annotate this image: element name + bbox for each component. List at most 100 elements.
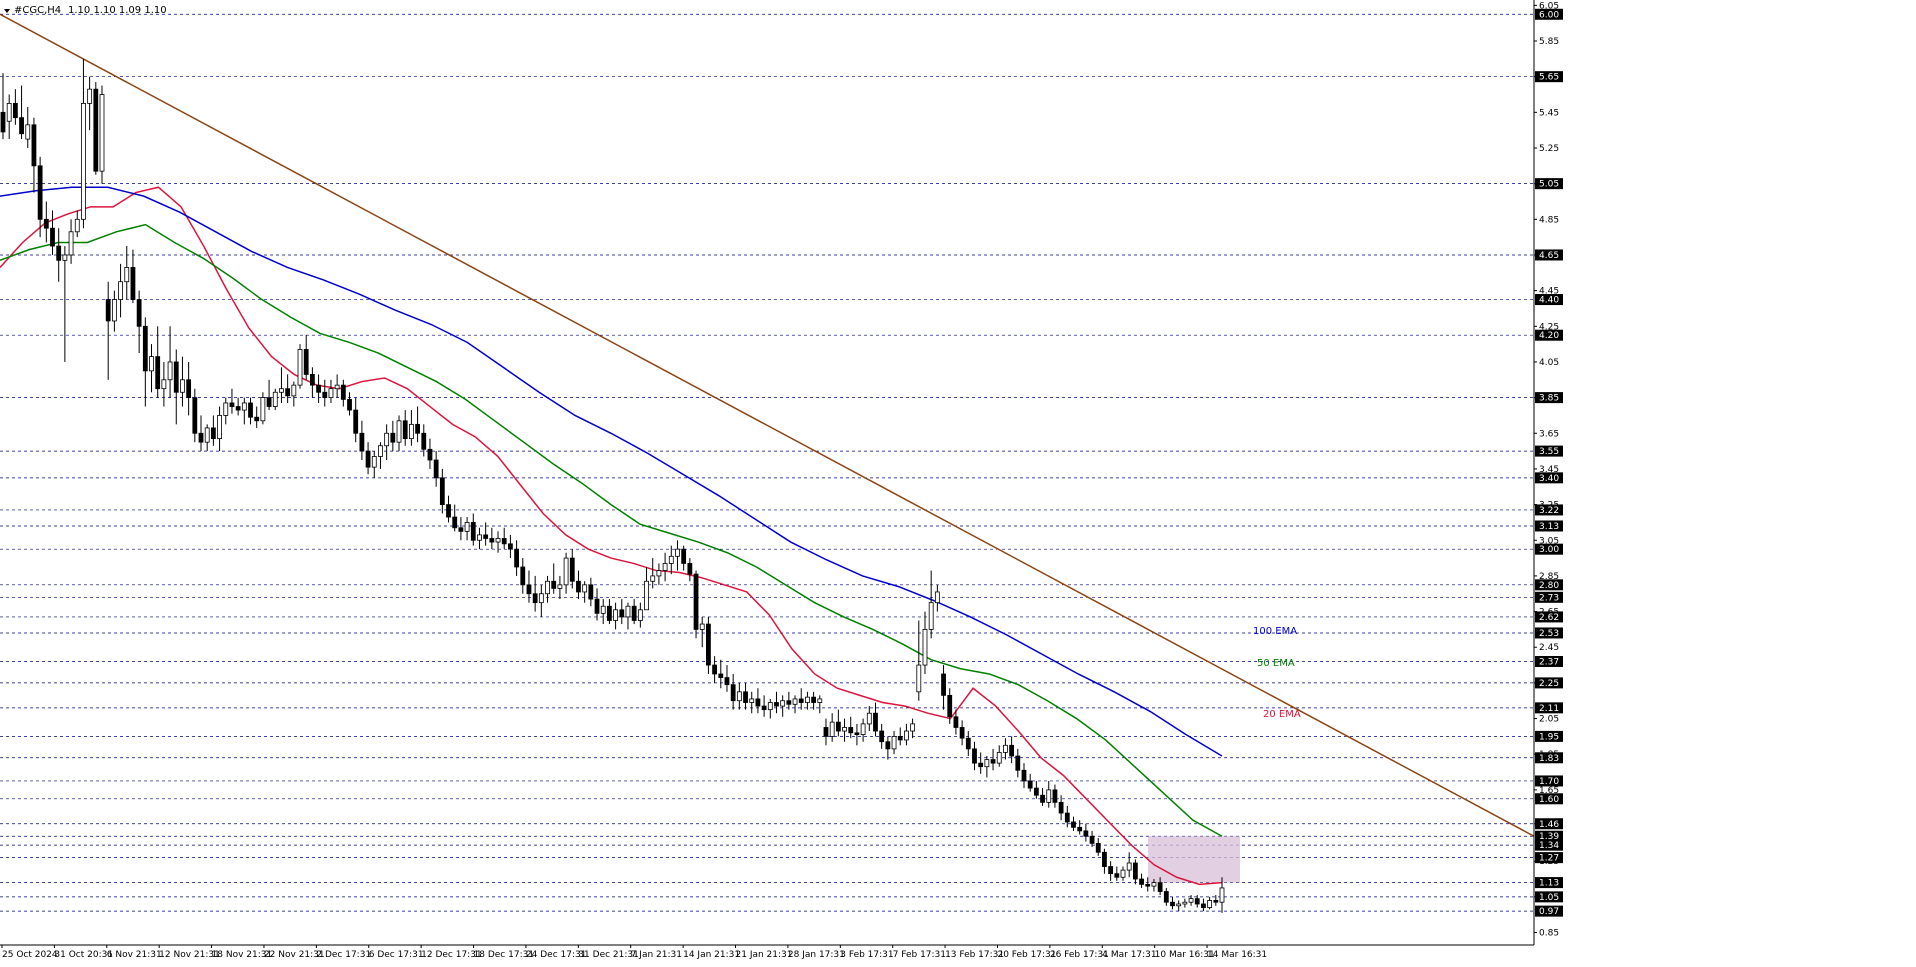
level-price-label: 3.40	[1539, 474, 1559, 484]
candle-body	[996, 752, 1002, 764]
candle-body	[1114, 873, 1120, 878]
candle-body	[74, 218, 80, 233]
consolidation-zone	[1148, 836, 1240, 883]
candle-body	[811, 696, 817, 703]
candle-body	[928, 602, 934, 630]
y-tick-label: 4.45	[1539, 287, 1559, 297]
candle-body	[990, 759, 996, 764]
candle-body	[551, 580, 557, 589]
candle-body	[1219, 887, 1225, 903]
level-price-box	[1535, 839, 1563, 851]
candle-body	[186, 379, 192, 399]
candle-body	[805, 696, 810, 703]
dropdown-triangle-icon[interactable]	[4, 9, 10, 13]
candle-body	[891, 735, 897, 750]
candle-body	[1033, 787, 1039, 796]
symbol-label: #CGC,H4	[14, 5, 61, 16]
candle-body	[180, 379, 185, 393]
candle-body	[408, 423, 414, 440]
candle-body	[402, 420, 408, 440]
candle-body	[897, 735, 903, 741]
level-price-label: 2.25	[1539, 679, 1559, 689]
candle-body	[235, 406, 241, 411]
level-price-label: 0.97	[1539, 907, 1559, 917]
x-tick-label: 12 Nov 21:31	[159, 950, 220, 960]
candle-body	[1188, 898, 1194, 903]
candle-body	[0, 111, 6, 133]
candle-body	[873, 712, 878, 732]
candle-body	[124, 267, 130, 283]
level-price-label: 1.27	[1539, 854, 1559, 864]
level-price-label: 1.34	[1539, 841, 1559, 851]
candle-body	[248, 402, 253, 418]
candle-body	[1182, 901, 1188, 905]
candle-body	[223, 402, 229, 416]
ohlc-readout: 1.10 1.10 1.09 1.10	[68, 5, 167, 16]
candle-body	[365, 450, 371, 468]
candle-body	[823, 727, 829, 737]
level-price-label: 4.20	[1539, 331, 1559, 341]
candle-body	[934, 591, 940, 604]
candle-body	[464, 522, 470, 532]
x-tick-label: 20 Feb 17:31	[997, 950, 1056, 960]
candle-body	[291, 384, 297, 397]
candle-body	[656, 570, 662, 577]
candle-body	[755, 698, 761, 707]
candle-body	[353, 409, 359, 434]
candle-body	[1071, 821, 1076, 828]
candle-body	[978, 762, 984, 768]
chart-header: #CGC,H4 1.10 1.10 1.09 1.10	[4, 5, 167, 16]
candle-body	[1009, 744, 1015, 757]
candle-body	[774, 702, 779, 707]
candle-body	[87, 88, 93, 104]
level-price-box	[1535, 294, 1563, 306]
candle-body	[68, 231, 74, 256]
candle-body	[1095, 842, 1101, 853]
candle-body	[563, 557, 569, 586]
candle-body	[718, 673, 724, 678]
candle-body	[489, 538, 495, 543]
candle-body	[427, 448, 433, 461]
level-price-label: 6.00	[1539, 10, 1559, 20]
candle-body	[495, 538, 501, 543]
candle-body	[922, 629, 928, 666]
candle-body	[1064, 812, 1070, 823]
candle-body	[959, 727, 965, 739]
x-tick-label: 7 Feb 17:31	[893, 950, 946, 960]
candle-body	[600, 605, 606, 614]
candle-body	[1126, 862, 1132, 871]
candles	[0, 58, 1225, 913]
level-price-box	[1535, 472, 1563, 484]
x-tick-label: 10 Mar 16:31	[1155, 950, 1215, 960]
y-tick-label: 6.05	[1539, 1, 1559, 11]
candle-body	[1083, 830, 1089, 837]
candle-body	[675, 548, 680, 557]
candle-body	[514, 548, 519, 568]
candle-body	[1151, 882, 1157, 887]
candle-body	[538, 593, 544, 604]
candle-body	[743, 691, 748, 703]
candle-body	[167, 361, 173, 381]
candle-body	[730, 684, 736, 702]
y-tick-label: 5.85	[1539, 37, 1559, 47]
candle-body	[470, 522, 476, 541]
level-price-label: 2.62	[1539, 613, 1559, 623]
level-price-box	[1535, 392, 1563, 404]
candle-body	[625, 605, 631, 618]
candle-body	[1052, 789, 1058, 803]
candle-body	[798, 698, 804, 703]
candle-body	[1176, 903, 1182, 907]
level-price-box	[1535, 818, 1563, 830]
candle-body	[644, 580, 649, 611]
candle-body	[279, 388, 284, 393]
candle-body	[229, 402, 235, 407]
candle-body	[662, 563, 668, 571]
candle-body	[1040, 794, 1045, 803]
x-tick-label: 22 Nov 21:31	[264, 950, 325, 960]
y-tick-label: 3.65	[1539, 429, 1559, 439]
level-price-label: 1.05	[1539, 893, 1559, 903]
candle-body	[681, 548, 687, 564]
level-price-box	[1535, 877, 1563, 889]
